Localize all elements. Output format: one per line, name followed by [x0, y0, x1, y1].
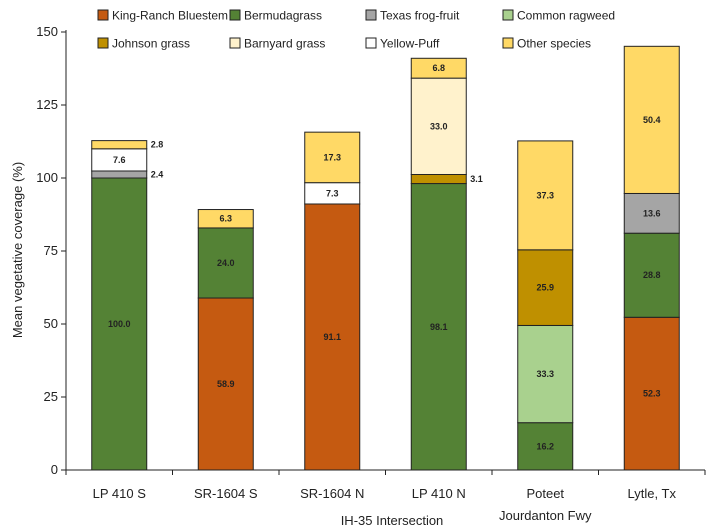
y-tick-label: 150 [36, 24, 58, 39]
data-label: 16.2 [536, 441, 554, 451]
data-label: 7.6 [113, 155, 126, 165]
legend-swatch [97, 9, 109, 21]
bar-sr-1604-s-bermudagrass [197, 227, 254, 299]
legend-swatch [365, 9, 377, 21]
bar-sr-1604-n-king-ranch-bluestem [304, 203, 361, 471]
legend-item-texas-frog-fruit: Texas frog-fruit [365, 9, 460, 23]
data-label: 3.1 [470, 174, 483, 184]
x-axis-label: IH-35 Intersection [341, 513, 444, 528]
bar-lp-410-n-other-species [410, 57, 467, 79]
data-label: 58.9 [217, 379, 235, 389]
data-label: 2.8 [151, 140, 164, 150]
data-label: 24.0 [217, 258, 235, 268]
legend-swatch [502, 37, 514, 49]
bar-lytle-tx-other-species [623, 45, 680, 194]
data-label: 98.1 [430, 322, 448, 332]
legend-label: Other species [517, 37, 591, 51]
data-label: 52.3 [643, 389, 661, 399]
bar-lp-410-s-bermudagrass [91, 177, 148, 471]
legend-label: Bermudagrass [244, 9, 322, 23]
x-tick-label: LP 410 N [412, 486, 466, 501]
bar-lp-410-s-other-species [91, 140, 148, 150]
legend-item-other-species: Other species [502, 37, 591, 51]
legend-swatch [502, 9, 514, 21]
bar-sr-1604-n-other-species [304, 131, 361, 184]
data-label: 50.4 [643, 115, 661, 125]
data-label: 6.3 [219, 214, 232, 224]
bar-lp-410-n-bermudagrass [410, 183, 467, 471]
data-label: 33.3 [536, 369, 554, 379]
data-label: 37.3 [536, 190, 554, 200]
data-label: 17.3 [323, 152, 341, 162]
legend-label: King-Ranch Bluestem [112, 9, 228, 23]
data-labels: 100.0 2.4 7.6 2.8 58.9 24.0 6.3 91.1 7.3 17.3 98.1… [108, 63, 661, 451]
legend-item-bermudagrass: Bermudagrass [229, 9, 322, 23]
legend-label: Yellow-Puff [380, 37, 440, 51]
data-label: 25.9 [536, 283, 554, 293]
bar-sr-1604-s-king-ranch-bluestem [197, 297, 254, 471]
legend-swatch [229, 37, 241, 49]
x-tick-label: Poteet Jourdanton Fwy [499, 486, 592, 523]
legend-item-king-ranch-bluestem: King-Ranch Bluestem [97, 9, 228, 23]
data-label: 100.0 [108, 319, 131, 329]
data-label: 91.1 [323, 332, 341, 342]
data-label: 33.0 [430, 121, 448, 131]
legend-label: Texas frog-fruit [380, 9, 460, 23]
legend-item-yellow-puff: Yellow-Puff [365, 37, 440, 51]
legend-label: Common ragweed [517, 9, 615, 23]
bar-poteet-jourdanton-fwy-other-species [517, 140, 574, 251]
x-axis: LP 410 S SR-1604 S SR-1604 N LP 410 N Poteet… [65, 469, 706, 523]
legend-item-barnyard-grass: Barnyard grass [229, 37, 325, 51]
y-axis: 0 25 50 75 100 125 150 [36, 24, 67, 477]
legend-swatch [97, 37, 109, 49]
y-tick-label: 100 [36, 170, 58, 185]
legend-item-common-ragweed: Common ragweed [502, 9, 615, 23]
bar-lytle-tx-texas-frog-fruit [623, 192, 680, 234]
y-tick-label: 125 [36, 97, 58, 112]
y-tick-label: 75 [44, 243, 58, 258]
y-axis-label: Mean vegetative coverage (%) [10, 162, 25, 338]
data-label: 28.8 [643, 270, 661, 280]
y-tick-label: 0 [51, 462, 58, 477]
legend-swatch [365, 37, 377, 49]
bar-sr-1604-s-other-species [197, 209, 254, 229]
legend-item-johnson-grass: Johnson grass [97, 37, 190, 51]
data-label: 13.6 [643, 208, 661, 218]
bar-lp-410-s-texas-frog-fruit [91, 170, 148, 179]
x-tick-label: Lytle, Tx [628, 486, 677, 501]
bar-lp-410-n-johnson-grass [410, 173, 467, 185]
x-tick-label: SR-1604 S [194, 486, 258, 501]
bars [91, 45, 680, 471]
bar-lytle-tx-king-ranch-bluestem [623, 316, 680, 471]
y-tick-label: 25 [44, 389, 58, 404]
legend-label: Barnyard grass [244, 37, 325, 51]
bar-poteet-jourdanton-fwy-johnson-grass [517, 249, 574, 326]
x-tick-label: LP 410 S [93, 486, 147, 501]
data-label: 7.3 [326, 188, 339, 198]
y-tick-label: 50 [44, 316, 58, 331]
x-tick-label: SR-1604 N [300, 486, 364, 501]
bar-lytle-tx-bermudagrass [623, 232, 680, 318]
legend: King-Ranch Bluestem Bermudagrass Texas fro… [97, 9, 615, 51]
legend-label: Johnson grass [112, 37, 190, 51]
legend-swatch [229, 9, 241, 21]
data-label: 6.8 [432, 63, 445, 73]
data-label: 2.4 [151, 169, 164, 179]
bar-poteet-jourdanton-fwy-common-ragweed [517, 324, 574, 424]
bar-poteet-jourdanton-fwy-bermudagrass [517, 422, 574, 471]
